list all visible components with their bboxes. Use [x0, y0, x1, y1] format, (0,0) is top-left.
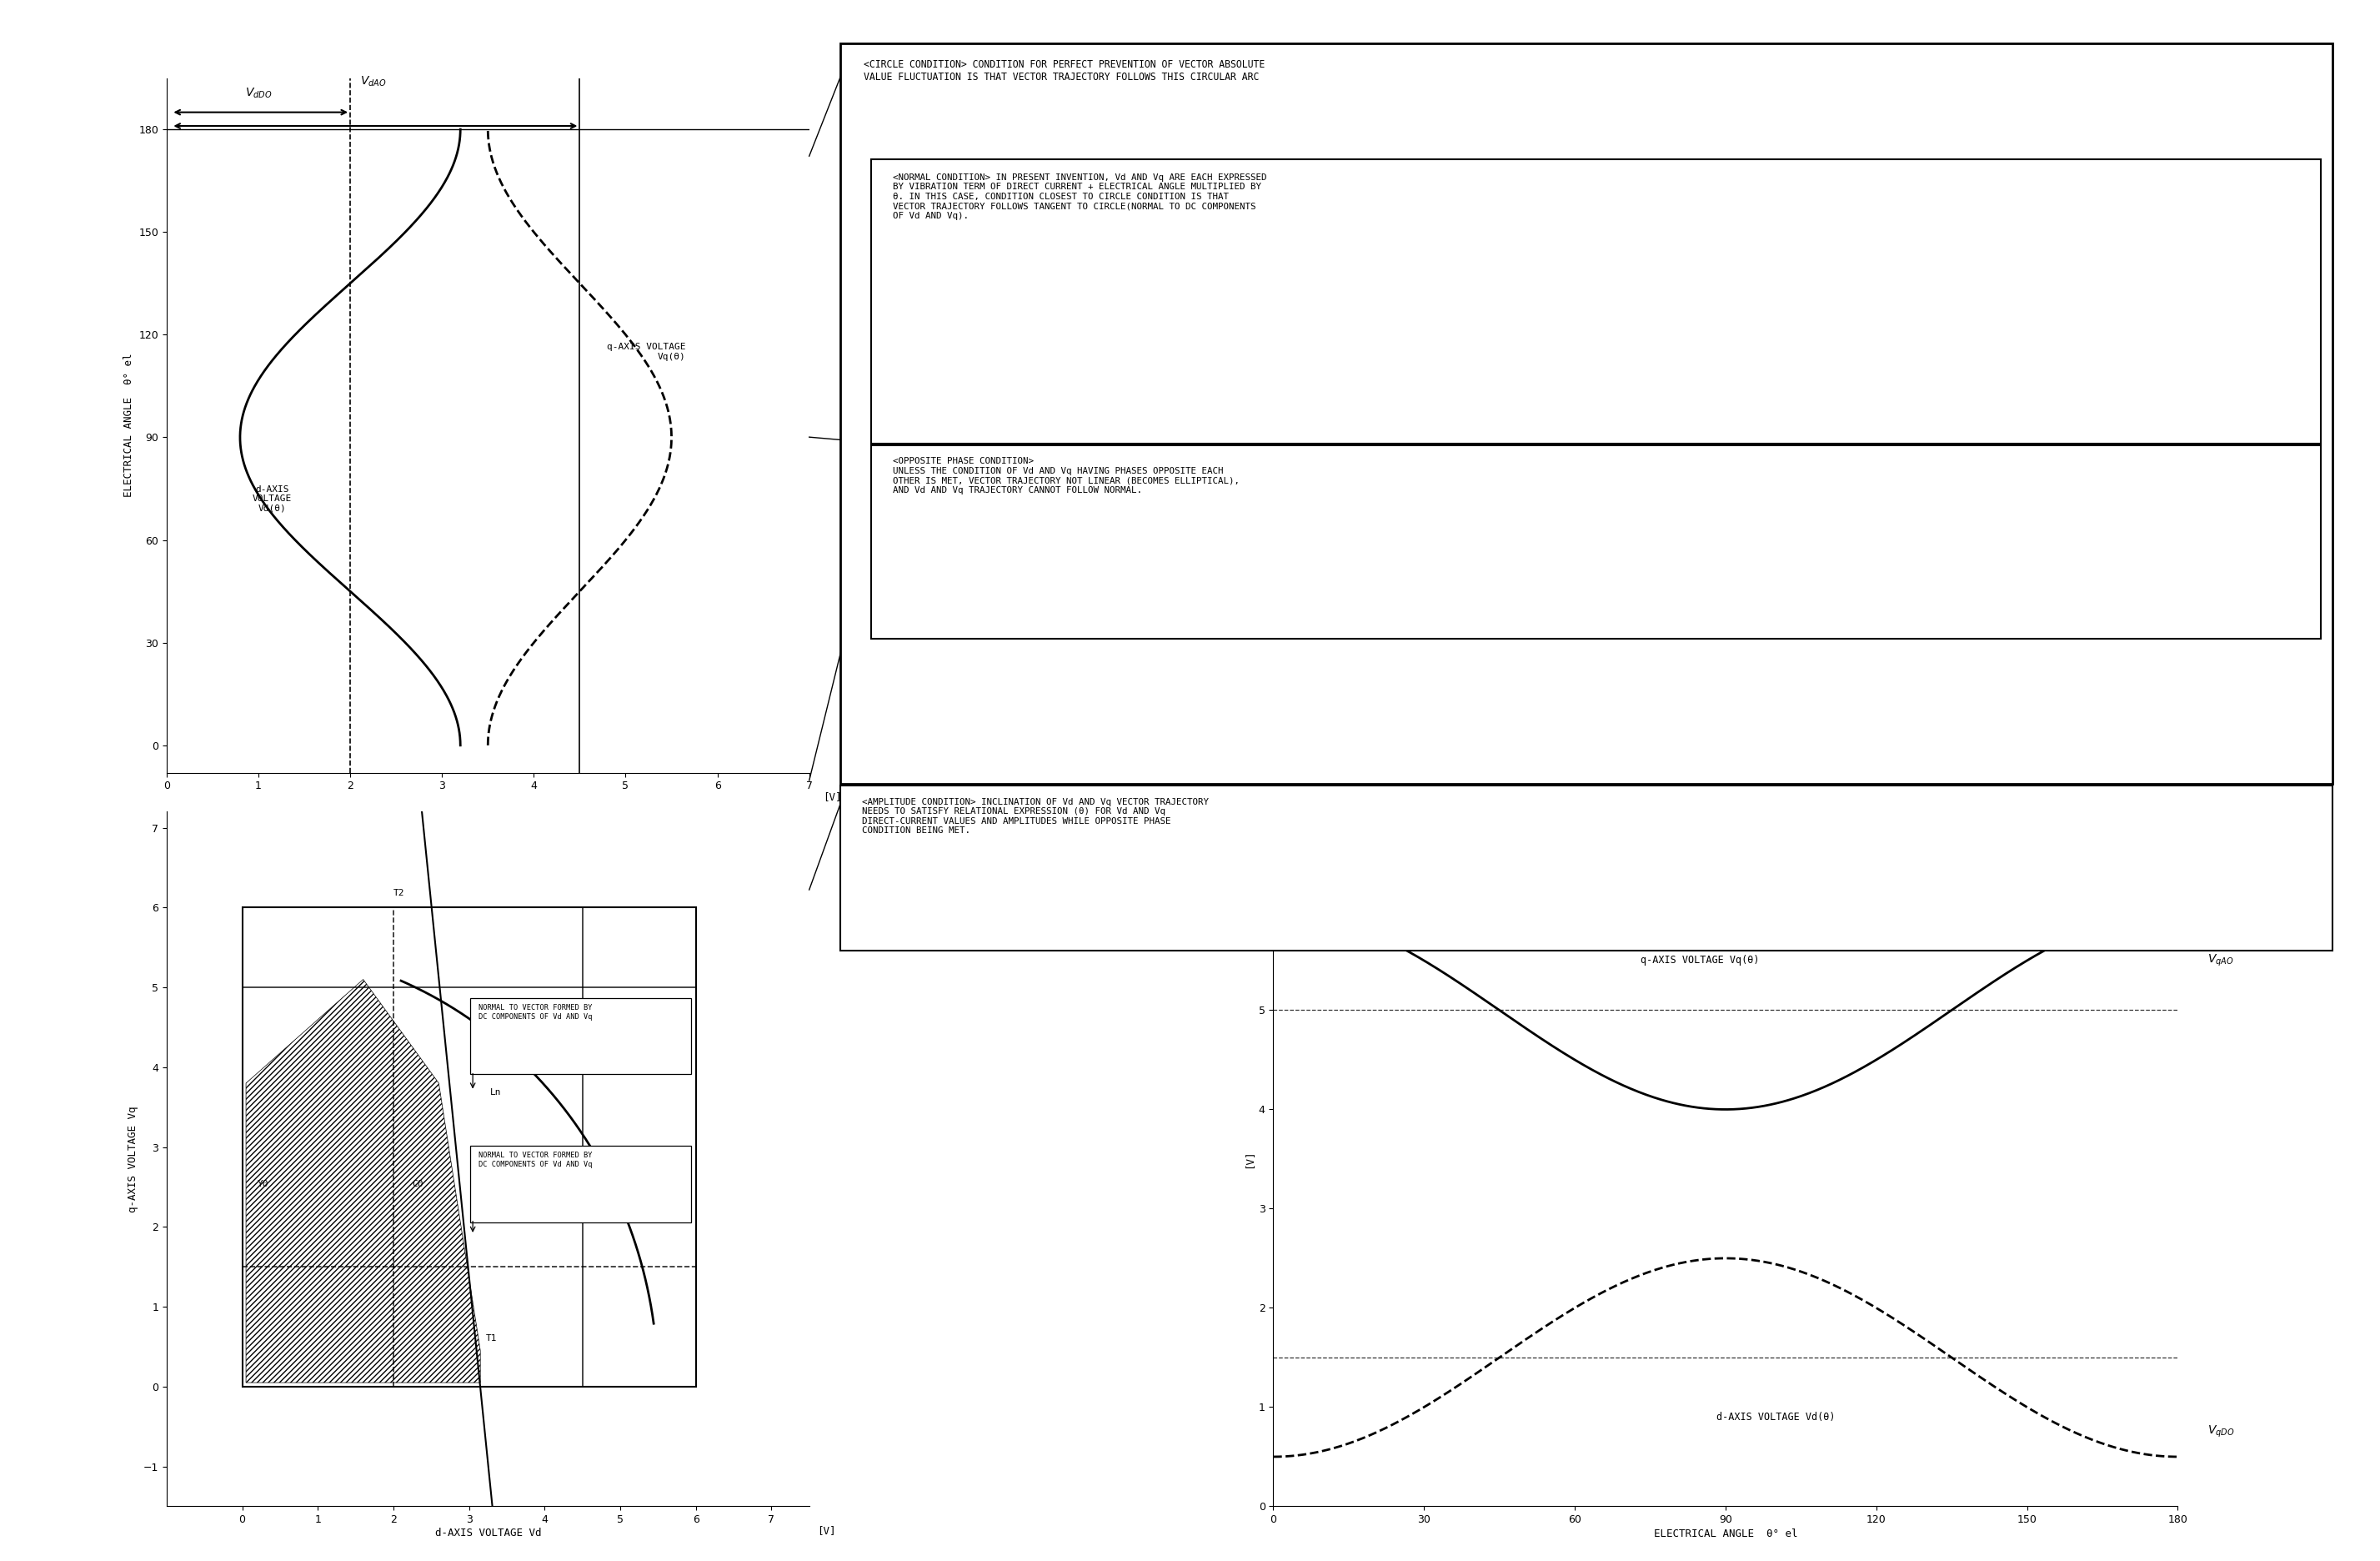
Text: q-AXIS VOLTAGE Vq(θ): q-AXIS VOLTAGE Vq(θ)	[1640, 955, 1759, 966]
Text: $V_{qDO}$: $V_{qDO}$	[2209, 1424, 2235, 1439]
Text: [V]: [V]	[816, 1525, 835, 1536]
Text: $V_{dAO}$: $V_{dAO}$	[359, 75, 386, 89]
Text: Ln: Ln	[490, 1088, 502, 1097]
Text: <OPPOSITE PHASE CONDITION>
UNLESS THE CONDITION OF Vd AND Vq HAVING PHASES OPPOS: <OPPOSITE PHASE CONDITION> UNLESS THE CO…	[892, 457, 1240, 495]
Y-axis label: q-AXIS VOLTAGE Vq: q-AXIS VOLTAGE Vq	[129, 1105, 138, 1213]
FancyBboxPatch shape	[469, 1146, 690, 1222]
Text: [V]: [V]	[823, 791, 843, 802]
Text: $V_{dDO}$: $V_{dDO}$	[245, 86, 271, 100]
X-axis label: ELECTRICAL ANGLE  θ° el: ELECTRICAL ANGLE θ° el	[1654, 1528, 1797, 1539]
Text: d-AXIS
VOLTAGE
Vd(θ): d-AXIS VOLTAGE Vd(θ)	[252, 485, 293, 512]
Bar	[243, 907, 695, 1386]
X-axis label: d-AXIS VOLTAGE Vd: d-AXIS VOLTAGE Vd	[436, 1528, 540, 1539]
Text: <CIRCLE CONDITION> CONDITION FOR PERFECT PREVENTION OF VECTOR ABSOLUTE
VALUE FLU: <CIRCLE CONDITION> CONDITION FOR PERFECT…	[864, 59, 1266, 83]
Text: <AMPLITUDE CONDITION> INCLINATION OF Vd AND Vq VECTOR TRAJECTORY
NEEDS TO SATISF: <AMPLITUDE CONDITION> INCLINATION OF Vd …	[862, 798, 1209, 835]
Y-axis label: [V]: [V]	[1242, 1149, 1254, 1169]
Text: T2: T2	[393, 888, 405, 898]
Text: NORMAL TO VECTOR FORMED BY
DC COMPONENTS OF Vd AND Vq: NORMAL TO VECTOR FORMED BY DC COMPONENTS…	[478, 1004, 593, 1021]
Text: Y0: Y0	[257, 1180, 269, 1188]
Text: NORMAL TO VECTOR FORMED BY
DC COMPONENTS OF Vd AND Vq: NORMAL TO VECTOR FORMED BY DC COMPONENTS…	[478, 1152, 593, 1168]
FancyBboxPatch shape	[469, 997, 690, 1074]
Text: d-AXIS VOLTAGE Vd(θ): d-AXIS VOLTAGE Vd(θ)	[1716, 1413, 1835, 1424]
Text: q-AXIS VOLTAGE
Vq(θ): q-AXIS VOLTAGE Vq(θ)	[607, 343, 685, 361]
Text: <NORMAL CONDITION> IN PRESENT INVENTION, Vd AND Vq ARE EACH EXPRESSED
BY VIBRATI: <NORMAL CONDITION> IN PRESENT INVENTION,…	[892, 173, 1266, 220]
Text: $V_{qAO}$: $V_{qAO}$	[2209, 952, 2235, 968]
Text: T1: T1	[486, 1335, 497, 1342]
Y-axis label: ELECTRICAL ANGLE  θ° el: ELECTRICAL ANGLE θ° el	[124, 353, 133, 498]
Text: C0: C0	[412, 1180, 424, 1188]
